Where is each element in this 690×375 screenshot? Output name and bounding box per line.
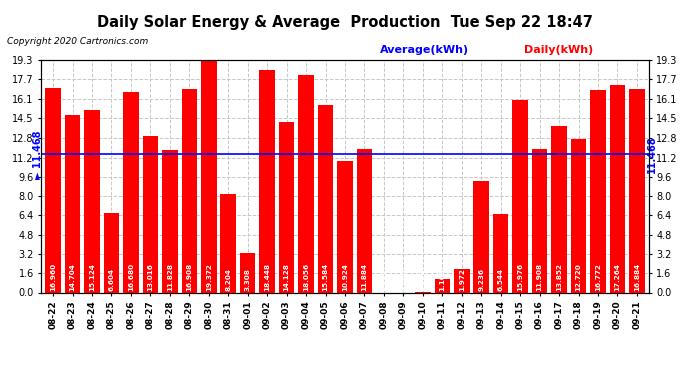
Text: 16.884: 16.884: [634, 262, 640, 291]
Bar: [629, 89, 644, 292]
Bar: [551, 126, 567, 292]
Text: 0.000: 0.000: [381, 268, 387, 291]
Text: 13.016: 13.016: [148, 263, 153, 291]
Text: 11.468: 11.468: [647, 135, 657, 173]
Text: 11.828: 11.828: [167, 263, 173, 291]
Bar: [162, 150, 177, 292]
Text: 16.960: 16.960: [50, 262, 56, 291]
Text: ► 11.468: ► 11.468: [33, 130, 43, 178]
Text: 17.264: 17.264: [615, 263, 620, 291]
Text: 16.680: 16.680: [128, 262, 134, 291]
Text: 18.448: 18.448: [264, 263, 270, 291]
Bar: [298, 75, 314, 292]
Bar: [201, 59, 217, 292]
Bar: [240, 253, 255, 292]
Text: 8.204: 8.204: [225, 268, 231, 291]
Bar: [123, 92, 139, 292]
Text: Daily Solar Energy & Average  Production  Tue Sep 22 18:47: Daily Solar Energy & Average Production …: [97, 15, 593, 30]
Text: 16.908: 16.908: [186, 262, 193, 291]
Text: Average(kWh): Average(kWh): [380, 45, 469, 55]
Text: 11.908: 11.908: [537, 263, 542, 291]
Text: 11.884: 11.884: [362, 263, 368, 291]
Bar: [513, 100, 528, 292]
Text: 18.056: 18.056: [303, 262, 309, 291]
Bar: [318, 105, 333, 292]
Bar: [143, 136, 158, 292]
Text: 10.924: 10.924: [342, 263, 348, 291]
Text: 1.100: 1.100: [440, 268, 445, 291]
Text: 6.604: 6.604: [108, 268, 115, 291]
Bar: [610, 84, 625, 292]
Text: 9.236: 9.236: [478, 268, 484, 291]
Text: 6.544: 6.544: [497, 268, 504, 291]
Bar: [220, 194, 236, 292]
Bar: [259, 70, 275, 292]
Bar: [473, 181, 489, 292]
Text: Daily(kWh): Daily(kWh): [524, 45, 593, 55]
Text: 0.052: 0.052: [420, 268, 426, 291]
Text: 15.584: 15.584: [322, 262, 328, 291]
Text: 1.972: 1.972: [459, 268, 465, 291]
Text: 14.704: 14.704: [70, 263, 75, 291]
Text: 3.308: 3.308: [245, 268, 250, 291]
Text: Copyright 2020 Cartronics.com: Copyright 2020 Cartronics.com: [7, 38, 148, 46]
Text: 0.000: 0.000: [400, 268, 406, 291]
Bar: [181, 89, 197, 292]
Text: 15.124: 15.124: [89, 263, 95, 291]
Text: 13.852: 13.852: [556, 263, 562, 291]
Bar: [337, 161, 353, 292]
Bar: [279, 122, 295, 292]
Bar: [65, 116, 80, 292]
Text: 14.128: 14.128: [284, 263, 290, 291]
Bar: [84, 110, 100, 292]
Bar: [435, 279, 450, 292]
Text: 12.720: 12.720: [575, 263, 582, 291]
Bar: [532, 149, 547, 292]
Bar: [571, 139, 586, 292]
Text: 16.772: 16.772: [595, 263, 601, 291]
Bar: [104, 213, 119, 292]
Bar: [46, 88, 61, 292]
Bar: [454, 269, 470, 292]
Text: 19.372: 19.372: [206, 263, 212, 291]
Bar: [493, 214, 509, 292]
Bar: [590, 90, 606, 292]
Bar: [357, 149, 372, 292]
Text: 15.976: 15.976: [517, 262, 523, 291]
